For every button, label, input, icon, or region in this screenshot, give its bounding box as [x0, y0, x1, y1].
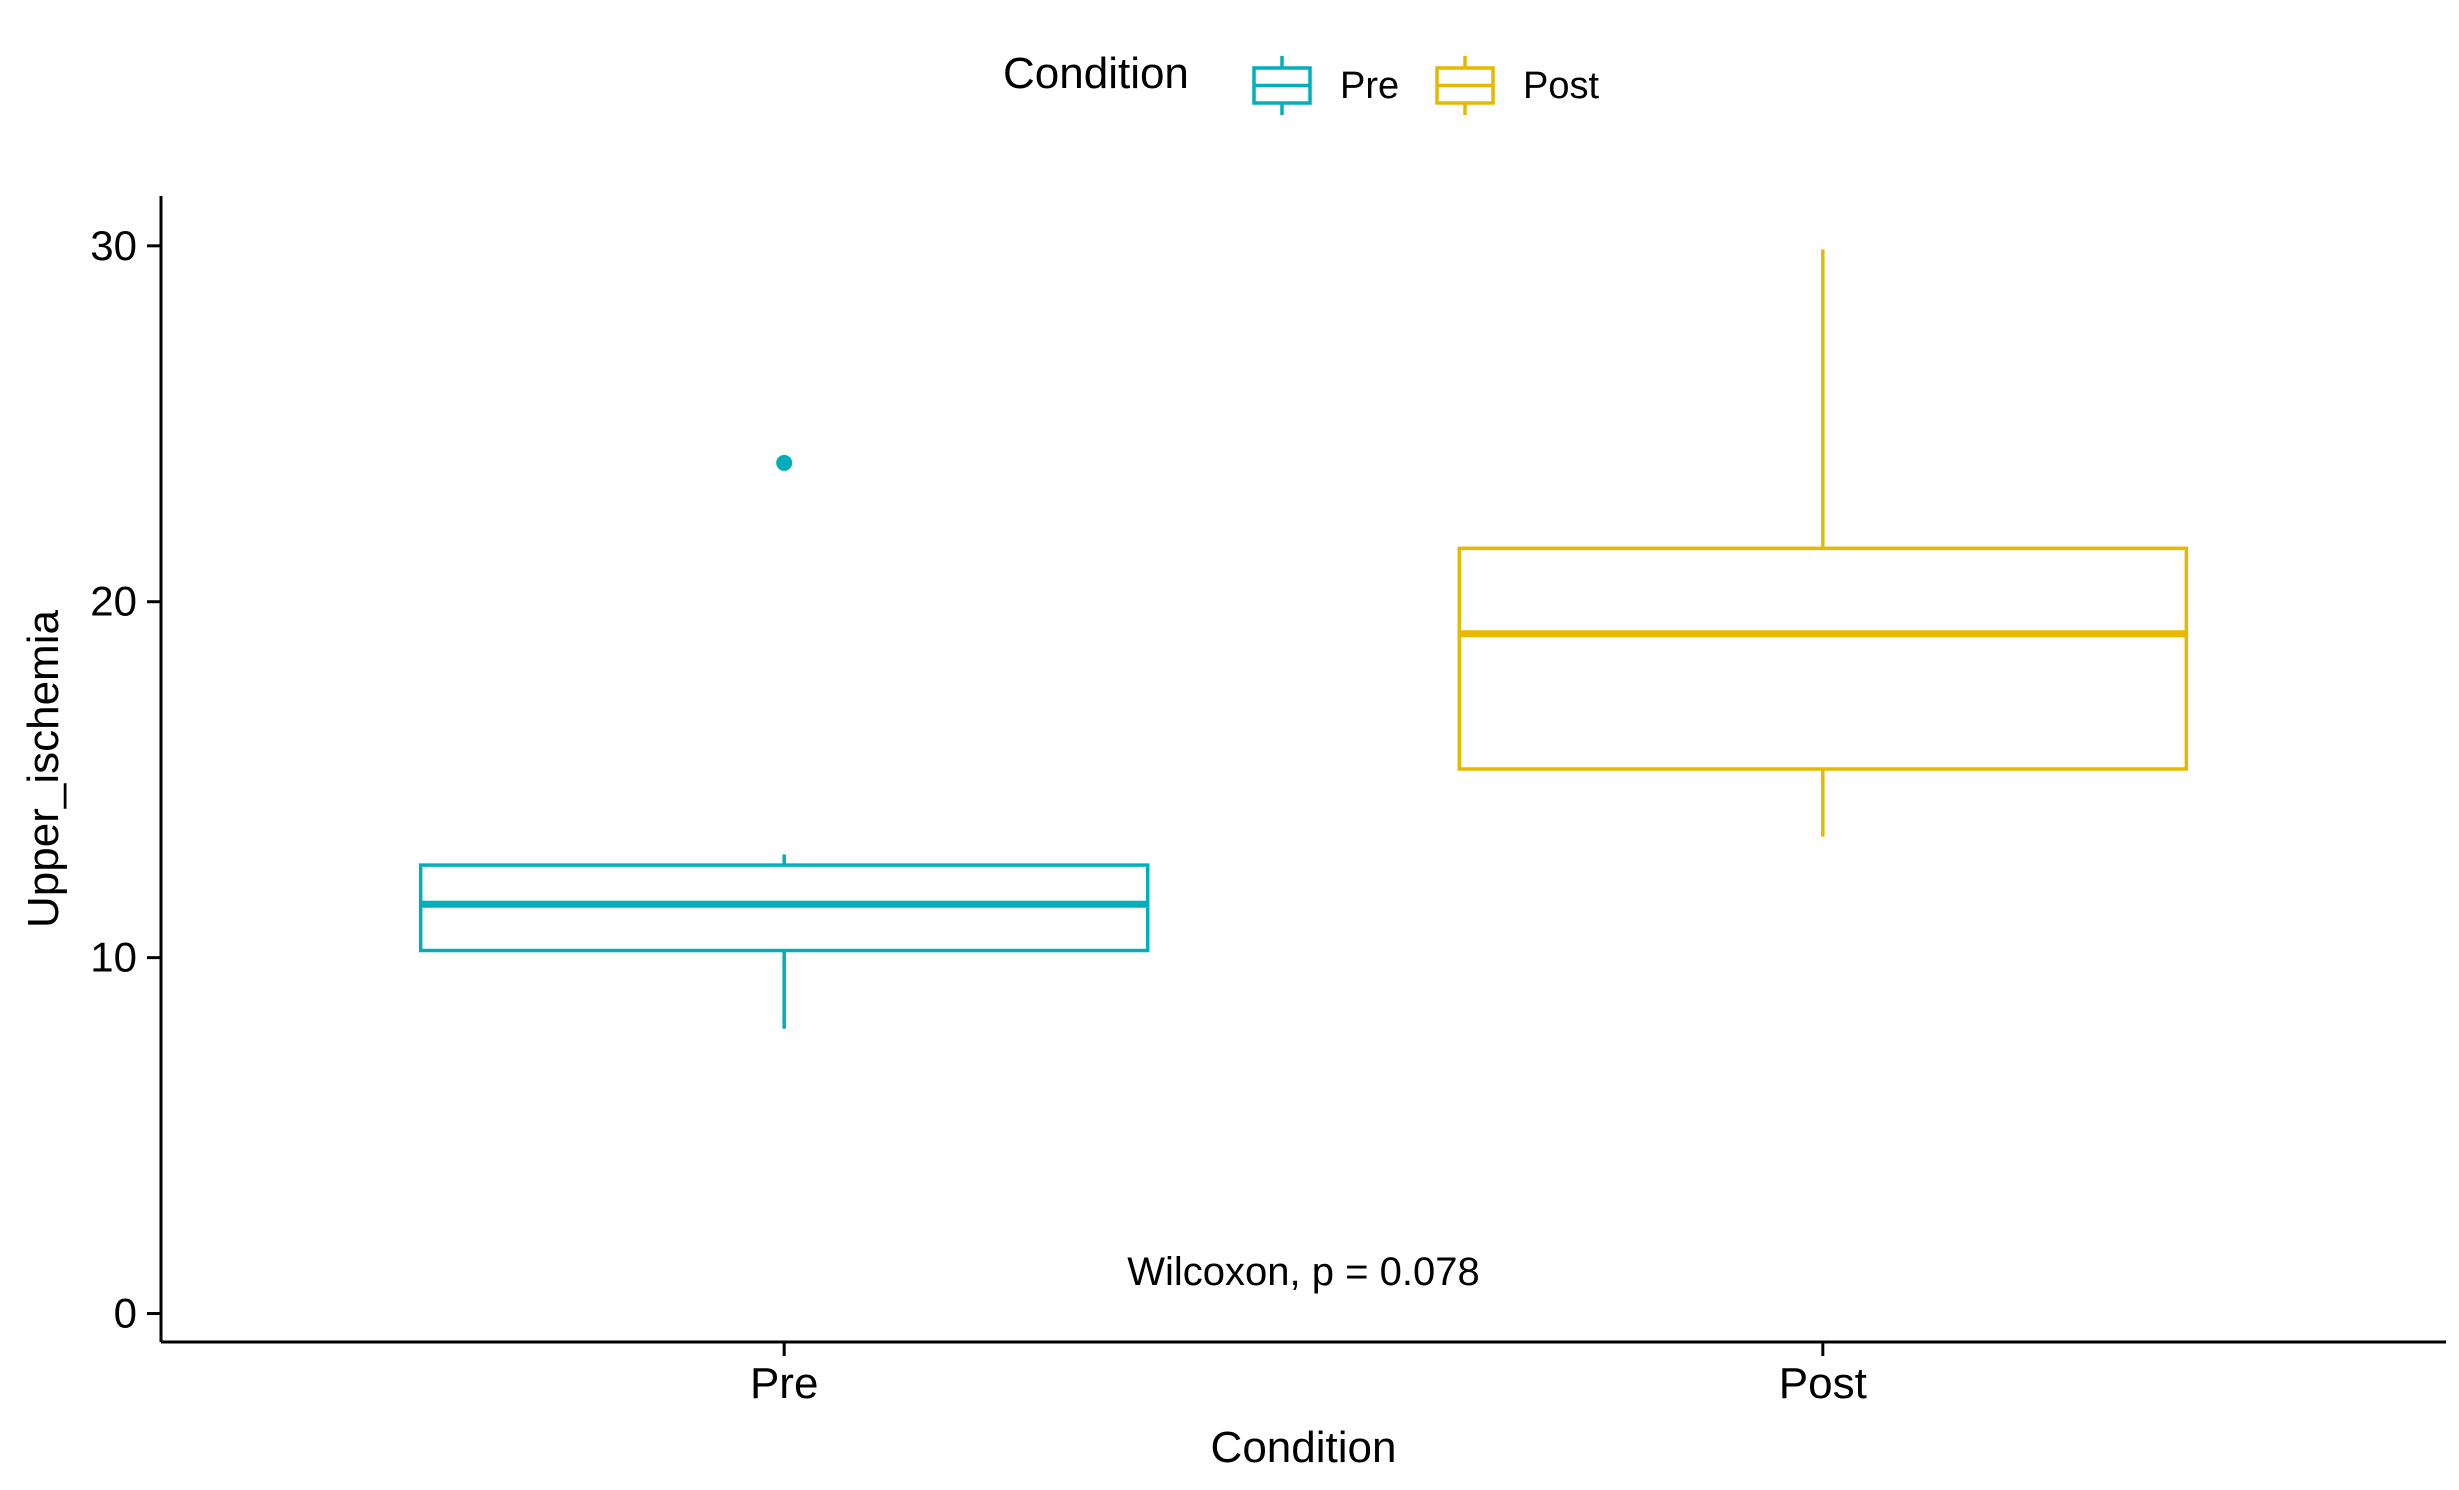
y-tick-label: 10: [90, 934, 137, 981]
legend-item-post: Post: [1435, 56, 1599, 115]
y-tick-label: 30: [90, 222, 137, 269]
x-tick-label: Post: [1779, 1359, 1867, 1408]
y-axis-label: Upper_ischemia: [19, 610, 68, 928]
axes: 0 10 20 30 Pre Post Condition Upper_ischemia: [19, 196, 2446, 1472]
x-ticks: Pre Post: [750, 1342, 1867, 1408]
legend-item-label: Pre: [1340, 65, 1399, 107]
y-tick-label: 20: [90, 578, 137, 625]
legend-item-pre: Pre: [1252, 56, 1399, 115]
box-series: [418, 249, 2189, 1029]
outlier-point: [776, 454, 793, 471]
legend-item-label: Post: [1523, 65, 1599, 107]
legend-title: Condition: [1003, 49, 1189, 98]
y-tick-label: 0: [114, 1290, 137, 1337]
x-axis-label: Condition: [1211, 1423, 1397, 1472]
box-pre: [418, 454, 1150, 1029]
y-ticks: 0 10 20 30: [90, 222, 161, 1337]
box-post: [1457, 249, 2189, 837]
plot-area: Wilcoxon, p = 0.078: [418, 249, 2189, 1294]
iqr-box: [418, 863, 1150, 953]
wilcoxon-annotation: Wilcoxon, p = 0.078: [1127, 1250, 1479, 1294]
x-tick-label: Pre: [750, 1359, 818, 1408]
legend: Condition Pre Post: [1003, 49, 1599, 115]
iqr-box: [1457, 546, 2189, 771]
legend-items: Pre Post: [1252, 56, 1599, 115]
